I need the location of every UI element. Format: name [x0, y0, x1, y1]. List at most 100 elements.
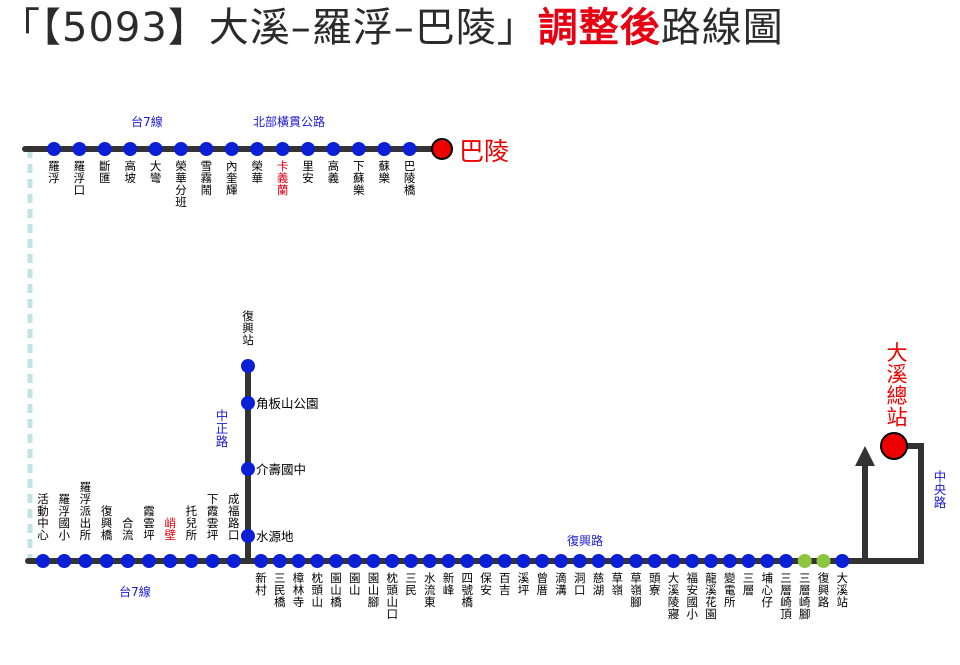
stop-marker[interactable] [797, 554, 812, 568]
stop-marker[interactable] [163, 554, 178, 568]
stop-marker[interactable] [760, 554, 775, 568]
terminal-label-north: 巴陵 [459, 137, 509, 166]
stop-marker[interactable] [329, 554, 343, 568]
stop-marker[interactable] [647, 554, 662, 568]
stop-marker[interactable] [704, 554, 718, 568]
stop-marker[interactable] [142, 554, 156, 568]
road-label-bottom-right: 復興路 [567, 533, 603, 548]
stop-marker[interactable] [99, 554, 114, 568]
stop-label: 頭寮 [649, 571, 661, 597]
stop-marker[interactable] [347, 554, 362, 568]
stop-marker[interactable] [402, 142, 417, 156]
stop-label: 三層 [743, 571, 755, 597]
stop-marker[interactable] [123, 142, 138, 156]
stop-label: 下霞雲坪 [207, 492, 219, 542]
stop-marker[interactable] [722, 554, 737, 568]
stop-marker[interactable] [275, 142, 290, 156]
stop-marker[interactable] [404, 554, 418, 568]
stop-label: 百吉 [499, 571, 511, 597]
stop-marker[interactable] [741, 554, 756, 568]
stop-marker[interactable] [241, 396, 255, 410]
stop-marker[interactable] [422, 554, 437, 568]
stop-label: 羅浮國小 [58, 492, 70, 542]
stop-label: 合流 [122, 516, 134, 542]
terminal-marker-north[interactable] [431, 138, 453, 160]
terminal-marker-south[interactable] [880, 432, 908, 460]
stop-marker[interactable] [554, 554, 568, 568]
stop-label: 角板山公園 [256, 396, 319, 411]
stop-marker[interactable] [835, 554, 850, 568]
stop-marker[interactable] [120, 554, 135, 568]
stop-marker[interactable] [351, 142, 366, 156]
stop-label: 內奎輝 [226, 159, 238, 197]
stop-label: 榮華分班 [175, 159, 187, 209]
stop-label: 大彎 [150, 159, 162, 185]
stop-marker[interactable] [779, 554, 793, 568]
stop-marker[interactable] [685, 554, 700, 568]
road-label-top-left: 台7線 [131, 114, 163, 129]
stop-marker[interactable] [72, 142, 87, 156]
stop-label: 高坡 [124, 159, 136, 185]
stop-label: 榮華 [251, 159, 263, 185]
stop-marker[interactable] [241, 359, 255, 373]
stop-marker[interactable] [291, 554, 306, 568]
stop-label: 巴陵橋 [404, 159, 416, 197]
stop-label: 枕頭山 [312, 571, 324, 609]
stop-marker[interactable] [666, 554, 681, 568]
route-lines [22, 146, 924, 564]
stop-marker[interactable] [816, 554, 831, 568]
stop-marker[interactable] [174, 142, 188, 156]
stop-marker[interactable] [591, 554, 606, 568]
stop-label: 園山橋 [330, 571, 342, 609]
stop-marker[interactable] [610, 554, 625, 568]
stop-marker[interactable] [97, 142, 112, 156]
stop-label: 下蘇樂 [353, 159, 365, 197]
stop-marker[interactable] [241, 529, 255, 543]
stop-label: 峭壁 [164, 516, 176, 542]
stop-label: 保安 [480, 571, 492, 597]
stop-marker[interactable] [497, 554, 512, 568]
stop-marker[interactable] [254, 554, 268, 568]
stop-label: 龍溪花園 [705, 571, 717, 621]
stop-marker[interactable] [250, 142, 265, 156]
stop-marker[interactable] [377, 142, 392, 156]
stop-marker[interactable] [226, 554, 241, 568]
stop-marker[interactable] [366, 554, 381, 568]
stop-marker[interactable] [57, 554, 72, 568]
stop-marker[interactable] [629, 554, 643, 568]
stop-marker[interactable] [47, 142, 61, 156]
stop-label: 滴溝 [555, 571, 567, 597]
stop-label: 福安國小 [687, 571, 699, 621]
stop-marker[interactable] [78, 554, 93, 568]
stop-label: 大溪站 [837, 571, 849, 609]
stop-label: 高義 [328, 159, 340, 185]
stop-marker[interactable] [441, 554, 456, 568]
stop-marker[interactable] [310, 554, 325, 568]
stop-label: 枕頭山口 [387, 571, 399, 621]
stop-marker[interactable] [205, 554, 220, 568]
stop-label: 三民 [405, 571, 417, 597]
stop-marker[interactable] [326, 142, 341, 156]
stop-label: 大溪陵寢 [668, 571, 680, 621]
stop-marker[interactable] [184, 554, 199, 568]
stop-marker[interactable] [516, 554, 531, 568]
stop-marker[interactable] [479, 554, 493, 568]
stop-marker[interactable] [36, 554, 50, 568]
stop-label: 復興橋 [101, 504, 113, 542]
stop-marker[interactable] [535, 554, 550, 568]
stop-marker[interactable] [572, 554, 587, 568]
stop-marker[interactable] [272, 554, 287, 568]
road-label-bottom-left: 台7線 [119, 584, 151, 599]
stop-label: 蘇樂 [378, 159, 390, 185]
stop-marker[interactable] [241, 462, 255, 476]
stop-marker[interactable] [301, 142, 315, 156]
stop-marker[interactable] [224, 142, 239, 156]
stop-marker[interactable] [199, 142, 214, 156]
stop-label: 里安 [302, 159, 314, 185]
stop-label: 羅浮口 [74, 159, 86, 197]
stop-marker[interactable] [385, 554, 400, 568]
stop-marker[interactable] [460, 554, 475, 568]
stop-label: 變電所 [724, 571, 736, 609]
stop-marker[interactable] [148, 142, 163, 156]
